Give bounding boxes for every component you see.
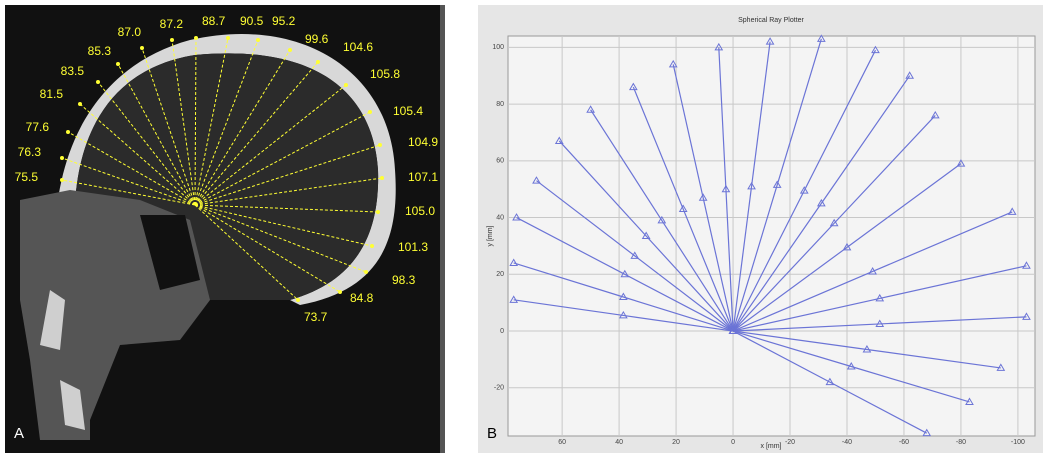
ct-border [440, 5, 445, 453]
ray-end [226, 36, 230, 40]
ray-label: 75.5 [15, 170, 39, 184]
x-tick-label: 40 [615, 439, 623, 446]
x-tick-label: -60 [899, 439, 909, 446]
ray-end [368, 110, 372, 114]
ray-end [140, 46, 144, 50]
ray-label: 84.8 [350, 291, 374, 305]
ray-end [116, 62, 120, 66]
chart-title: Spherical Ray Plotter [738, 17, 804, 24]
ray-end [378, 143, 382, 147]
x-tick-label: -20 [785, 439, 795, 446]
ray-label: 98.3 [392, 273, 416, 287]
y-tick-label: 60 [496, 158, 504, 165]
ray-label: 95.2 [272, 14, 296, 28]
ray-end [60, 178, 64, 182]
ray-label: 99.6 [305, 32, 329, 46]
ray-label: 104.9 [408, 135, 438, 149]
ray-label: 88.7 [202, 14, 226, 28]
ray-label: 87.2 [160, 17, 184, 31]
y-tick-label: 0 [500, 328, 504, 335]
x-axis-label: x [mm] [761, 443, 782, 450]
x-tick-label: 20 [672, 439, 680, 446]
ray-end [288, 48, 292, 52]
ray-end [316, 60, 320, 64]
ray-end [170, 38, 174, 42]
ray-label: 77.6 [26, 120, 50, 134]
ray-end [376, 210, 380, 214]
ray-label: 85.3 [88, 44, 112, 58]
ray-end [96, 80, 100, 84]
x-tick-label: 60 [558, 439, 566, 446]
x-tick-label: -80 [956, 439, 966, 446]
ray-label: 81.5 [40, 87, 64, 101]
y-axis-label: y [mm] [487, 225, 494, 246]
ray-label: 76.3 [18, 145, 42, 159]
ray-label: 105.4 [393, 104, 423, 118]
ray-end [60, 156, 64, 160]
x-tick-label: 0 [731, 439, 735, 446]
ray-end [256, 38, 260, 42]
y-tick-label: 100 [492, 44, 504, 51]
ray-end [364, 270, 368, 274]
ray-label: 101.3 [398, 240, 428, 254]
y-tick-label: -20 [494, 385, 504, 392]
ray-end [344, 83, 348, 87]
ray-end [338, 290, 342, 294]
ray-end [66, 130, 70, 134]
ray-end [296, 298, 300, 302]
x-tick-label: -100 [1011, 439, 1025, 446]
chart-panel: Spherical Ray Plotter x [mm] y [mm] B [478, 5, 1043, 453]
ray-label: 107.1 [408, 170, 438, 184]
y-tick-label: 40 [496, 214, 504, 221]
x-tick-label: -40 [842, 439, 852, 446]
ray-end [194, 36, 198, 40]
ray-label: 105.8 [370, 67, 400, 81]
ray-label: 104.6 [343, 40, 373, 54]
ray-end [78, 102, 82, 106]
y-tick-label: 20 [496, 271, 504, 278]
ray-label: 90.5 [240, 14, 264, 28]
ray-label: 105.0 [405, 204, 435, 218]
panel-label: B [487, 425, 497, 442]
page: { "panel_a": { "label": "A", "ray_labels… [0, 0, 1047, 458]
ray-label: 87.0 [118, 25, 142, 39]
y-tick-label: 80 [496, 101, 504, 108]
panel-label: A [14, 425, 24, 442]
ray-end [380, 176, 384, 180]
figure: A 75.5 76.3 77.6 81.5 83.585.3 87.0 87.2 88.7 90… [0, 0, 1047, 458]
ray-end [370, 244, 374, 248]
ray-label: 73.7 [304, 310, 328, 324]
ray-label: 83.5 [61, 64, 85, 78]
